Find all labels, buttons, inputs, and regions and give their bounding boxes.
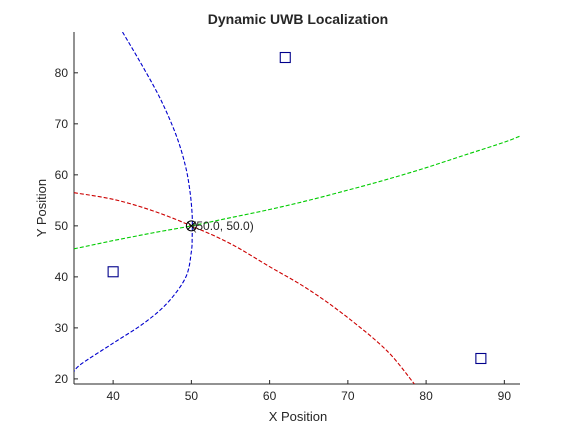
x-tick-label: 90 [498, 389, 512, 403]
y-tick-label: 70 [55, 117, 69, 131]
hyperbola-curve [74, 192, 415, 384]
y-tick-label: 60 [55, 168, 69, 182]
x-tick-label: 60 [263, 389, 277, 403]
estimate-cross [187, 221, 196, 231]
x-axis-label: X Position [269, 409, 328, 424]
anchor-marker [107, 266, 119, 278]
y-axis-label: Y Position [34, 179, 49, 237]
y-tick-label: 50 [55, 219, 69, 233]
anchor-marker [279, 51, 291, 64]
y-tick-label: 30 [55, 321, 69, 335]
plot-area: 40 50 60 70 80 90 20 30 40 50 60 70 80 (50.0, 50.0) [55, 32, 520, 403]
chart-title: Dynamic UWB Localization [208, 11, 388, 27]
y-tick-label: 40 [55, 270, 69, 284]
x-tick-label: 70 [341, 389, 355, 403]
estimate-label: (50.0, 50.0) [192, 219, 253, 233]
anchor-marker [475, 352, 487, 365]
estimate-marker [185, 220, 197, 232]
hyperbola-curve [74, 135, 520, 250]
y-tick-label: 20 [55, 372, 69, 386]
y-tick-label: 80 [55, 66, 69, 80]
x-tick-label: 40 [106, 389, 120, 403]
x-tick-label: 50 [185, 389, 199, 403]
hyperbola-curve [74, 32, 193, 372]
x-tick-label: 80 [419, 389, 433, 403]
